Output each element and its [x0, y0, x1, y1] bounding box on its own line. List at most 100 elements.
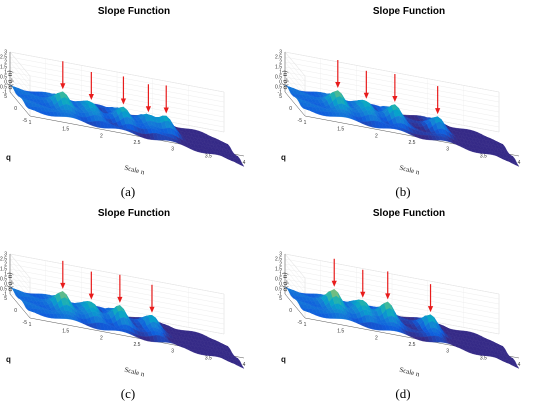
y-axis-line: [9, 293, 31, 319]
z-tick-label: 1: [279, 70, 282, 76]
z-tick-label: 1: [4, 272, 7, 278]
y-tick-label: 0: [289, 106, 292, 112]
z-ticks-c: 32.521.510.50-0.5-1: [0, 252, 7, 298]
x-tick-label: 2: [375, 133, 378, 139]
x-axis-label-b: Scale n: [399, 164, 421, 177]
peak-arrows-a: [60, 61, 169, 114]
x-tick-label: 3: [446, 147, 449, 153]
surface-face: [513, 162, 520, 167]
chart-title-b: Slope Function: [373, 6, 445, 17]
surface-face: [513, 364, 520, 369]
x-ticks-d: 1 1.5 2 2.5 3 3.5 4: [304, 322, 521, 368]
y-ticks-b: 5 0 -5: [279, 94, 302, 124]
peak-arrowhead: [117, 296, 123, 303]
x-tick-label: 2.5: [409, 342, 416, 348]
z-tick-label: -0.5: [0, 287, 7, 293]
x-tick-label: 1.5: [337, 127, 344, 133]
x-tick-label: 4: [518, 160, 521, 166]
x-tick-label: 2: [100, 133, 103, 139]
peak-arrows-b: [335, 60, 441, 115]
surface-plot-d: Slope Function 32.521.510.50-0.5-1 α(q, …: [275, 208, 521, 401]
z-tick-label: -1: [3, 292, 8, 298]
peak-arrowhead: [331, 280, 337, 287]
peak-arrowhead: [385, 293, 391, 300]
surface-plot-a: Slope Function 32.521.510.50-0.5-1 α(q, …: [0, 6, 246, 199]
x-tick-label: 4: [243, 362, 246, 368]
peak-arrowhead: [163, 107, 169, 114]
y-tick-label: 0: [14, 308, 17, 314]
surface-mesh-b: [284, 84, 520, 167]
z-tick-label: -0.5: [275, 85, 282, 91]
panel-caption-d: (d): [395, 386, 410, 401]
surface-mesh-c: [9, 286, 245, 369]
z-ticks-b: 32.521.510.50-0.5-1: [275, 50, 282, 96]
z-axis-label-d: α(q, n): [281, 272, 289, 292]
chart-panel-a: Slope Function 32.521.510.50-0.5-1 α(q, …: [0, 0, 275, 202]
z-tick-label: 2: [4, 60, 7, 66]
y-tick-label: 5: [279, 94, 282, 100]
y-axis-line: [9, 91, 31, 117]
x-tick-label: 1.5: [337, 329, 344, 335]
peak-arrowhead: [88, 293, 94, 300]
z-tick-label: 2.5: [275, 55, 282, 61]
peak-arrowhead: [335, 82, 341, 89]
x-tick-label: 2.5: [134, 140, 141, 146]
y-axis-label-b: q: [281, 153, 286, 162]
x-tick-label: 3.5: [480, 355, 487, 361]
z-tick-label: 3: [279, 252, 282, 258]
x-axis-label-a: Scale n: [124, 164, 146, 177]
peak-arrowhead: [60, 83, 66, 90]
x-ticks-a: 1 1.5 2 2.5 3 3.5 4: [29, 120, 246, 166]
z-axis-label-b: α(q, n): [281, 70, 289, 90]
panel-caption-a: (a): [121, 184, 135, 199]
surface-face: [238, 162, 245, 167]
peak-arrowhead: [360, 291, 366, 298]
z-tick-label: 1.5: [0, 65, 7, 71]
peak-arrowhead: [145, 106, 151, 113]
z-tick-label: 0: [4, 282, 7, 288]
y-axis-label-d: q: [281, 355, 286, 364]
x-tick-label: 1: [29, 120, 32, 126]
peak-arrowhead: [120, 98, 127, 105]
z-tick-label: -1: [278, 292, 283, 298]
x-ticks-c: 1 1.5 2 2.5 3 3.5 4: [29, 322, 246, 368]
chart-title-a: Slope Function: [98, 6, 170, 17]
peak-arrowhead: [392, 96, 398, 103]
y-tick-label: -5: [298, 118, 303, 124]
z-tick-label: 0.5: [0, 75, 7, 81]
x-tick-label: 1: [304, 322, 307, 328]
z-tick-label: 1.5: [275, 267, 282, 273]
z-tick-label: 1.5: [0, 267, 7, 273]
x-ticks-b: 1 1.5 2 2.5 3 3.5 4: [304, 120, 521, 166]
peak-arrowhead: [149, 306, 155, 313]
y-axis-line: [284, 293, 306, 319]
panel-caption-c: (c): [121, 386, 135, 401]
y-ticks-a: 5 0 -5: [4, 94, 27, 124]
surface-face: [238, 364, 245, 369]
peak-arrowhead: [60, 282, 66, 289]
chart-title-d: Slope Function: [373, 208, 445, 219]
y-tick-label: 5: [279, 296, 282, 302]
x-tick-label: 1: [29, 322, 32, 328]
z-tick-label: 0: [279, 80, 282, 86]
y-axis-label-c: q: [6, 355, 11, 364]
peak-arrowhead: [363, 92, 369, 99]
y-tick-label: -5: [23, 320, 28, 326]
x-tick-label: 2: [100, 335, 103, 341]
z-tick-label: 2.5: [0, 257, 7, 263]
z-ticks-a: 32.521.510.50-0.5-1: [0, 50, 7, 96]
y-tick-label: -5: [298, 320, 303, 326]
surface-plot-c: Slope Function 32.521.510.50-0.5-1 α(q, …: [0, 208, 246, 401]
x-axis-label-c: Scale n: [124, 366, 146, 379]
z-tick-label: -1: [3, 90, 8, 96]
y-tick-label: 5: [4, 94, 7, 100]
chart-panel-d: Slope Function 32.521.510.50-0.5-1 α(q, …: [275, 202, 550, 404]
x-tick-label: 1.5: [62, 329, 69, 335]
z-tick-label: 3: [4, 50, 7, 56]
z-axis-label-c: α(q, n): [6, 272, 14, 292]
surface-mesh-d: [284, 286, 520, 369]
y-tick-label: -5: [23, 118, 28, 124]
peak-arrows-c: [60, 260, 155, 313]
y-tick-label: 0: [14, 106, 17, 112]
chart-panel-b: Slope Function 32.521.510.50-0.5-1 α(q, …: [275, 0, 550, 202]
